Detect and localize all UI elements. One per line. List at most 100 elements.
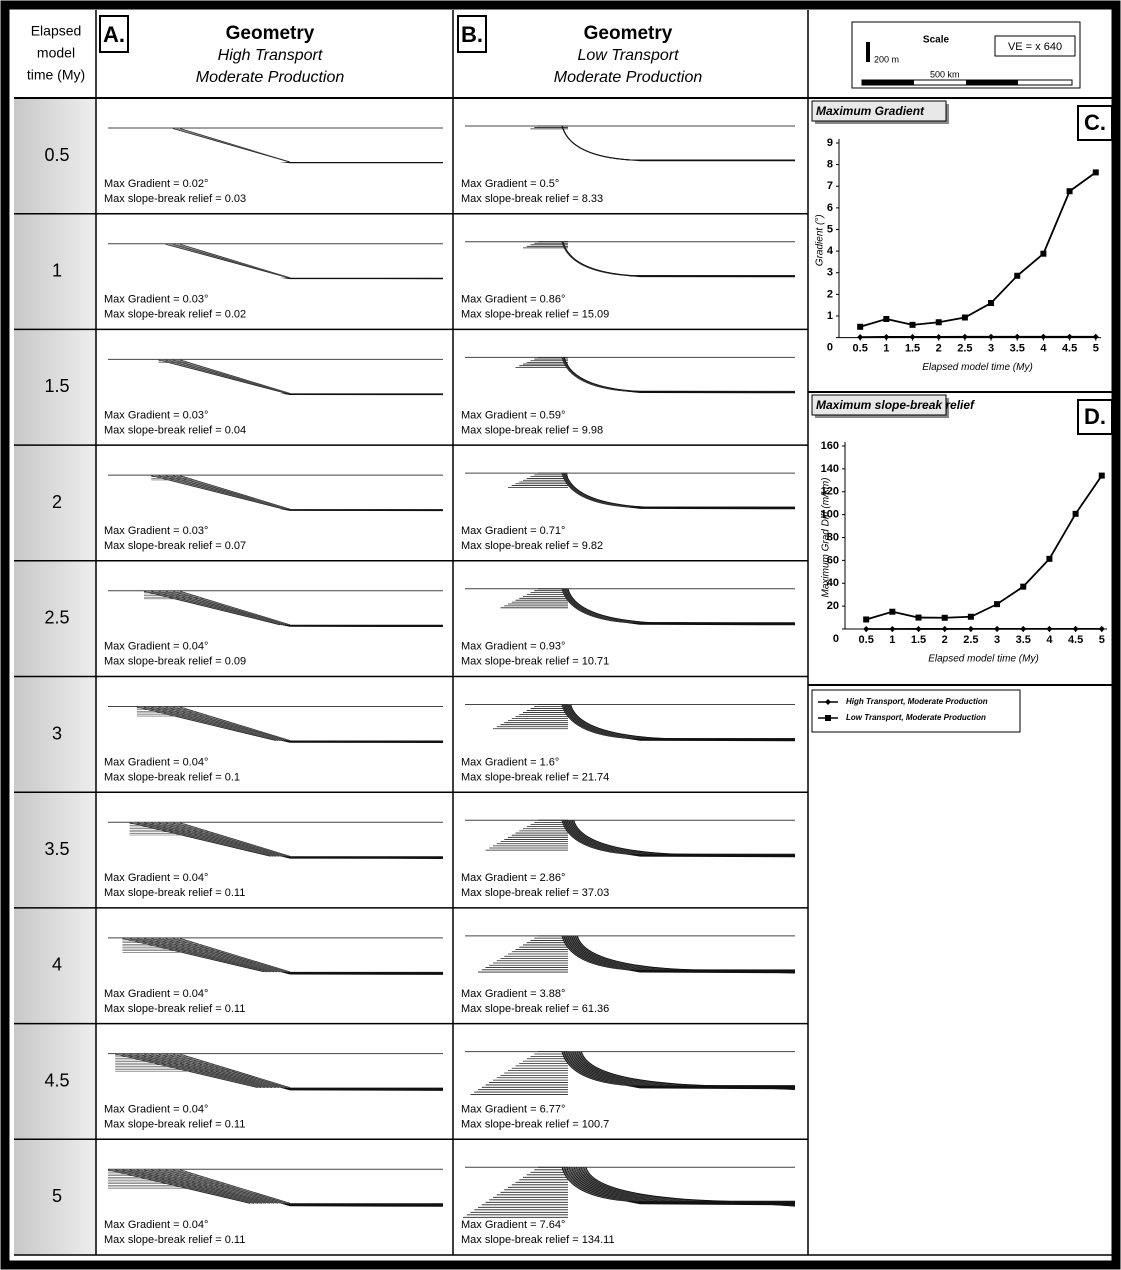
marker [1093, 169, 1099, 175]
basin-fill [625, 391, 795, 393]
time-label: 1 [52, 260, 62, 280]
y-tick-label: 9 [827, 137, 833, 149]
y-tick-label: 2 [827, 288, 833, 300]
time-label: 1.5 [44, 376, 69, 396]
time-label: 2.5 [44, 608, 69, 628]
relief-label: Max slope-break relief = 37.03 [461, 887, 609, 899]
figure: Elapsed model time (My) A. Geometry High… [0, 0, 1121, 1270]
y-tick-label: 160 [821, 440, 839, 452]
gradient-label: Max Gradient = 0.04° [104, 756, 208, 768]
marker [1067, 188, 1073, 194]
basin-fill [280, 625, 443, 627]
chart-title: Maximum Gradient [816, 104, 925, 118]
panel-letter: A. [103, 22, 125, 47]
x-tick-label: 1 [889, 634, 895, 646]
marker [1099, 473, 1105, 479]
y-tick-label: 4 [827, 245, 834, 257]
column-title: Geometry [584, 23, 673, 44]
scale-title: Scale [923, 35, 950, 46]
relief-label: Max slope-break relief = 0.04 [104, 424, 246, 436]
relief-label: Max slope-break relief = 10.71 [461, 656, 609, 668]
y-axis-label: Maximum Grad Diff (m/km) [821, 478, 832, 598]
scale-label: 500 km [930, 69, 960, 79]
y-tick-label: 6 [827, 202, 833, 214]
marker [863, 616, 869, 622]
gradient-label: Max Gradient = 0.04° [104, 872, 208, 884]
basin-fill [280, 972, 443, 975]
y-tick-label: 1 [827, 310, 833, 322]
time-label: 3 [52, 723, 62, 743]
x-tick-label: 5 [1093, 343, 1099, 355]
marker [1014, 273, 1020, 279]
gradient-label: Max Gradient = 0.03° [104, 294, 208, 306]
basin-fill [280, 1203, 443, 1207]
x-axis-label: Elapsed model time (My) [928, 654, 1039, 665]
relief-label: Max slope-break relief = 9.98 [461, 424, 603, 436]
basin-fill [280, 741, 443, 744]
time-label: 0.5 [44, 145, 69, 165]
marker [962, 314, 968, 320]
relief-label: Max slope-break relief = 15.09 [461, 309, 609, 321]
marker [994, 601, 1000, 607]
x-tick-label: 3 [994, 634, 1000, 646]
gradient-label: Max Gradient = 6.77° [461, 1104, 565, 1116]
ve-label: VE = x 640 [1008, 41, 1062, 53]
y-tick-label: 20 [827, 600, 839, 612]
relief-label: Max slope-break relief = 0.02 [104, 309, 246, 321]
column-subtitle: Low Transport [577, 47, 679, 64]
x-axis-label: Elapsed model time (My) [922, 362, 1033, 373]
y-tick-label: 140 [821, 463, 839, 475]
x-tick-label: 0.5 [859, 634, 874, 646]
relief-label: Max slope-break relief = 0.07 [104, 540, 246, 552]
panel-letter: D. [1084, 404, 1106, 429]
gradient-label: Max Gradient = 2.86° [461, 872, 565, 884]
time-label: 3.5 [44, 839, 69, 859]
marker [889, 609, 895, 615]
relief-label: Max slope-break relief = 100.7 [461, 1119, 609, 1131]
y-tick-label: 0 [827, 342, 833, 354]
gradient-label: Max Gradient = 0.04° [104, 1104, 208, 1116]
basin-fill [280, 162, 443, 163]
x-tick-label: 4.5 [1062, 343, 1077, 355]
panel-letter: C. [1084, 110, 1106, 135]
relief-label: Max slope-break relief = 0.11 [104, 887, 245, 899]
scale-bar [862, 80, 1072, 85]
x-tick-label: 4.5 [1068, 634, 1083, 646]
marker [942, 615, 948, 621]
legend-label: High Transport, Moderate Production [846, 697, 988, 706]
x-tick-label: 1.5 [911, 634, 926, 646]
x-tick-label: 3 [988, 343, 994, 355]
relief-label: Max slope-break relief = 8.33 [461, 193, 603, 205]
gradient-label: Max Gradient = 0.71° [461, 525, 565, 537]
marker [857, 324, 863, 330]
marker [988, 300, 994, 306]
scale-bar [866, 42, 870, 62]
x-tick-label: 4 [1040, 343, 1047, 355]
panel-letter: B. [461, 22, 483, 47]
marker [1073, 511, 1079, 517]
scale-label: 200 m [874, 54, 899, 64]
gradient-label: Max Gradient = 0.03° [104, 409, 208, 421]
time-label: 4 [52, 955, 62, 975]
gradient-label: Max Gradient = 0.59° [461, 409, 565, 421]
column-subtitle: Moderate Production [554, 69, 703, 86]
relief-label: Max slope-break relief = 0.11 [104, 1234, 245, 1246]
basin-fill [280, 1088, 443, 1091]
time-label: 5 [52, 1186, 62, 1206]
time-label: 4.5 [44, 1070, 69, 1090]
page: {"time_header": ["Elapsed", "model", "ti… [0, 0, 1121, 1270]
time-header: time (My) [27, 67, 85, 83]
relief-label: Max slope-break relief = 134.11 [461, 1234, 615, 1246]
gradient-label: Max Gradient = 0.86° [461, 294, 565, 306]
gradient-label: Max Gradient = 7.64° [461, 1219, 565, 1231]
basin-fill [280, 393, 443, 395]
relief-label: Max slope-break relief = 0.11 [104, 1003, 245, 1015]
x-tick-label: 4 [1046, 634, 1053, 646]
gradient-label: Max Gradient = 0.03° [104, 525, 208, 537]
x-tick-label: 3.5 [1010, 343, 1025, 355]
time-header: Elapsed [31, 23, 82, 39]
x-tick-label: 2.5 [963, 634, 978, 646]
marker [883, 316, 889, 322]
basin-fill [280, 278, 443, 280]
marker [1046, 556, 1052, 562]
